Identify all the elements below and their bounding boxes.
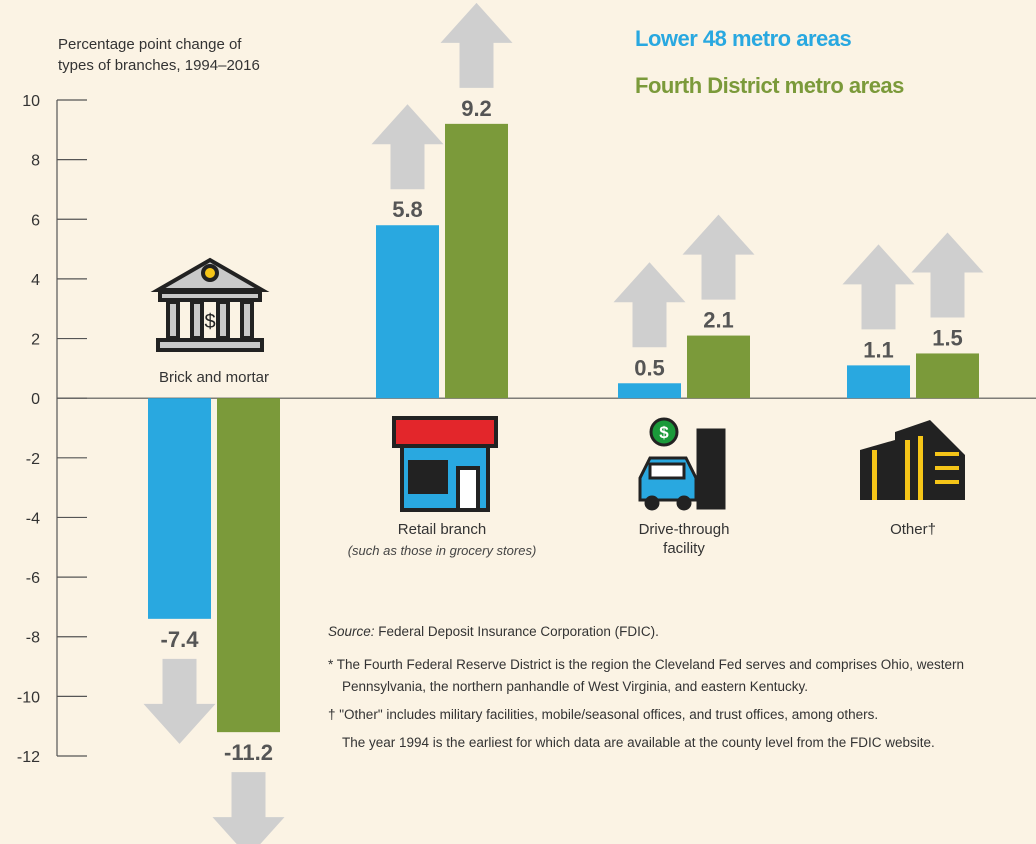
bar bbox=[618, 383, 681, 399]
bar bbox=[847, 365, 910, 399]
source-label: Source: bbox=[328, 624, 375, 639]
bank-icon bbox=[150, 257, 270, 352]
y-tick-label: 0 bbox=[31, 391, 40, 408]
bar bbox=[916, 353, 979, 399]
drive-through-icon bbox=[638, 417, 726, 511]
footnote: The year 1994 is the earliest for which … bbox=[342, 735, 935, 750]
y-tick-label: -12 bbox=[17, 749, 40, 766]
category-label: Other† bbox=[890, 521, 936, 539]
y-tick-label: 8 bbox=[31, 153, 40, 170]
y-axis-label-line: types of branches, 1994–2016 bbox=[58, 57, 260, 74]
y-tick-label: -4 bbox=[26, 510, 40, 527]
source: Source: Federal Deposit Insurance Corpor… bbox=[328, 621, 1036, 643]
arrow bbox=[911, 232, 984, 318]
category-label: Drive-through facility bbox=[638, 521, 730, 558]
y-tick-label: -6 bbox=[26, 570, 40, 587]
bar bbox=[376, 225, 439, 399]
y-tick-label: 4 bbox=[31, 272, 40, 289]
bar bbox=[445, 123, 508, 399]
arrow bbox=[613, 262, 686, 348]
bar bbox=[687, 335, 750, 399]
category-note: (such as those in grocery stores) bbox=[347, 543, 537, 559]
store-icon bbox=[392, 416, 498, 512]
value-label: 1.5 bbox=[932, 325, 963, 350]
y-axis-label-line: Percentage point change of bbox=[58, 36, 242, 53]
category-label: Retail branch bbox=[397, 521, 487, 539]
category-label: Brick and mortar bbox=[158, 369, 270, 387]
y-tick-label: 2 bbox=[31, 332, 40, 349]
arrow bbox=[682, 214, 755, 300]
value-label: -7.4 bbox=[161, 627, 200, 652]
arrow bbox=[371, 104, 444, 190]
y-tick-label: 6 bbox=[31, 212, 40, 229]
legend-entry: Fourth District metro areas bbox=[635, 73, 904, 98]
y-tick-label: -8 bbox=[26, 630, 40, 647]
y-tick-label: -2 bbox=[26, 451, 40, 468]
bar bbox=[217, 398, 280, 733]
arrow bbox=[440, 2, 513, 88]
arrow bbox=[143, 658, 216, 744]
bar bbox=[148, 398, 211, 619]
arrow bbox=[842, 244, 915, 330]
building-icon bbox=[860, 420, 965, 500]
y-tick-label: 10 bbox=[22, 93, 40, 110]
value-label: 5.8 bbox=[392, 197, 423, 222]
footnote: † "Other" includes military facilities, … bbox=[328, 707, 879, 722]
dollar-sign: $ bbox=[204, 311, 215, 333]
y-axis-label: Percentage point change of types of bran… bbox=[58, 34, 328, 76]
footnote: * The Fourth Federal Reserve District is… bbox=[328, 657, 965, 694]
value-label: 0.5 bbox=[634, 355, 665, 380]
dollar-sign: $ bbox=[659, 423, 669, 442]
value-label: 1.1 bbox=[863, 337, 894, 362]
source-text: Federal Deposit Insurance Corporation (F… bbox=[378, 624, 659, 639]
value-label: -11.2 bbox=[224, 740, 273, 765]
arrow bbox=[212, 772, 285, 844]
y-tick-label: -10 bbox=[17, 689, 40, 706]
value-label: 9.2 bbox=[461, 96, 492, 121]
value-label: 2.1 bbox=[703, 308, 734, 333]
legend-entry: Lower 48 metro areas bbox=[635, 26, 852, 51]
